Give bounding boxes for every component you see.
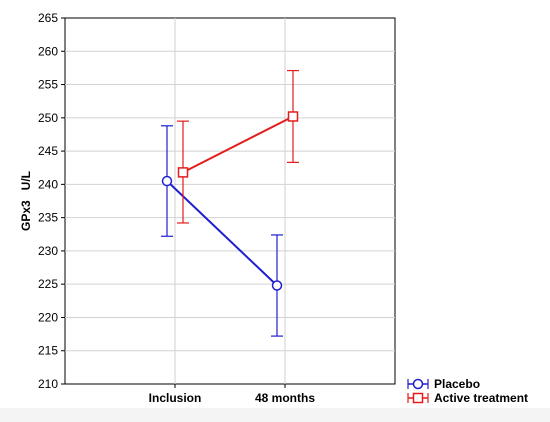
- bottom-strip: [0, 408, 550, 422]
- y-tick-label: 240: [38, 177, 58, 191]
- y-tick-label: 255: [38, 78, 58, 92]
- y-tick-label: 230: [38, 244, 58, 258]
- legend-label: Active treatment: [434, 391, 528, 405]
- y-tick-label: 265: [38, 11, 58, 25]
- legend-label: Placebo: [434, 377, 480, 391]
- series-layer: [161, 69, 299, 337]
- plot-area: [64, 17, 396, 385]
- y-tick-label: 225: [38, 277, 58, 291]
- data-point-circle: [271, 280, 283, 291]
- grid-lines: [65, 18, 395, 384]
- y-tick-label: 215: [38, 344, 58, 358]
- series-line-active-treatment: [182, 115, 294, 174]
- y-tick-label: 245: [38, 144, 58, 158]
- x-axis: Inclusion 48 months: [149, 384, 315, 405]
- y-tick-label: 220: [38, 310, 58, 324]
- x-tick-label: 48 months: [255, 391, 315, 405]
- data-point-circle: [161, 175, 173, 187]
- y-tick-label: 235: [38, 211, 58, 225]
- y-tick-label: 250: [38, 111, 58, 125]
- series-line-placebo: [166, 180, 278, 287]
- y-tick-label: 210: [38, 377, 58, 391]
- legend-marker-circle: [412, 378, 424, 390]
- y-axis-title: GPx3 U/L: [19, 171, 33, 231]
- legend-marker-square: [412, 392, 424, 404]
- data-point-square: [287, 111, 299, 122]
- y-axis: 210 215 220 225 230 235 240 245 250 255 260 265: [38, 11, 65, 391]
- x-tick-label: Inclusion: [149, 391, 202, 405]
- data-point-square: [177, 167, 189, 178]
- chart-svg: 210 215 220 225 230 235 240 245 250 255 260 265 Inc…: [19, 11, 528, 405]
- y-tick-label: 260: [38, 44, 58, 58]
